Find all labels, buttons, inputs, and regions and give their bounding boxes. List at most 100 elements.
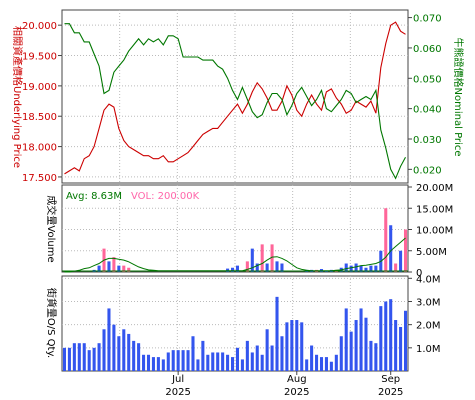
outstanding-bar xyxy=(117,336,121,371)
left-axis-title: 相關資產價格Underlying Price xyxy=(11,26,24,168)
outstanding-bar xyxy=(359,308,363,371)
left-tick-label: 19.500 xyxy=(22,52,57,63)
volume-bar xyxy=(374,265,378,272)
outstanding-bar xyxy=(186,350,190,371)
outstanding-bar xyxy=(344,308,348,371)
outstanding-bar xyxy=(221,352,225,371)
volume-bar xyxy=(250,248,254,272)
volume-bar xyxy=(364,267,368,272)
volume-bar xyxy=(255,263,259,272)
average-volume-line xyxy=(64,237,406,273)
outstanding-bar xyxy=(403,310,408,371)
avg-volume-label: Avg: 8.63M xyxy=(66,191,122,202)
volume-tick-label: 10.00M xyxy=(416,226,453,237)
outstanding-bar xyxy=(305,359,309,371)
volume-bar xyxy=(369,265,373,272)
outstanding-bar xyxy=(379,306,383,371)
volume-bar xyxy=(354,263,358,272)
volume-bar xyxy=(235,265,240,272)
outstanding-bar xyxy=(191,336,195,371)
outstanding-bar xyxy=(364,317,368,371)
outstanding-bar xyxy=(260,354,264,371)
outstanding-bar xyxy=(151,357,155,371)
volume-tick-label: 5.00M xyxy=(416,247,447,258)
outstanding-bar xyxy=(107,308,111,371)
outstanding-bar xyxy=(156,357,160,371)
volume-bar xyxy=(275,261,279,272)
outstanding-bar xyxy=(211,352,215,371)
outstanding-bar xyxy=(206,354,210,371)
volume-bar xyxy=(394,263,398,272)
outstanding-bar xyxy=(166,352,170,371)
outstanding-bar xyxy=(161,359,165,371)
outstanding-bar xyxy=(319,357,324,371)
outstanding-bar xyxy=(275,296,279,371)
outstanding-axis-title: 街貨量O/S Qty. xyxy=(45,288,58,358)
x-year-label: 2025 xyxy=(165,387,190,398)
outstanding-bar xyxy=(82,343,86,371)
outstanding-bar xyxy=(146,354,151,371)
outstanding-bar xyxy=(315,354,319,371)
outstanding-bar xyxy=(329,361,333,371)
x-month-label: Jul xyxy=(171,374,184,385)
volume-bar xyxy=(344,263,348,272)
outstanding-bar xyxy=(290,320,294,371)
volume-bar xyxy=(349,265,353,272)
outstanding-bar xyxy=(226,354,230,371)
left-tick-label: 19.000 xyxy=(22,82,57,93)
volume-bar xyxy=(245,261,249,272)
outstanding-bar xyxy=(201,340,205,371)
volume-tick-label: 20.00M xyxy=(416,183,453,194)
outstanding-bar xyxy=(280,336,284,371)
volume-tick-label: 0 xyxy=(416,268,422,279)
outstanding-bar xyxy=(77,343,81,371)
volume-bar xyxy=(122,265,126,272)
outstanding-bar xyxy=(72,343,76,371)
volume-bar xyxy=(265,263,269,272)
outstanding-bar xyxy=(265,329,269,371)
right-tick-label: 0.050 xyxy=(413,74,442,85)
volume-bar xyxy=(230,267,235,272)
outstanding-bar xyxy=(142,354,146,371)
volume-bar xyxy=(384,208,388,272)
nominal-price-line xyxy=(64,23,406,180)
outstanding-bar xyxy=(369,340,373,371)
outstanding-bar xyxy=(132,340,136,371)
outstanding-bar xyxy=(374,343,378,371)
outstanding-bar xyxy=(285,322,289,371)
outstanding-bar xyxy=(171,350,175,371)
outstanding-bar xyxy=(354,320,358,371)
outstanding-bar xyxy=(87,350,91,371)
outstanding-bar xyxy=(245,340,249,371)
outstanding-bar xyxy=(300,322,304,371)
left-tick-label: 20.000 xyxy=(22,21,57,32)
x-year-label: 2025 xyxy=(284,387,309,398)
outstanding-bar xyxy=(310,345,314,371)
volume-tick-label: 15.00M xyxy=(416,204,453,215)
outstanding-bar xyxy=(384,301,388,371)
outstanding-bar xyxy=(67,347,71,371)
outstanding-tick-label: 4.0M xyxy=(416,274,441,285)
outstanding-bar xyxy=(92,347,96,371)
outstanding-bar xyxy=(216,352,220,371)
outstanding-bar xyxy=(62,347,67,371)
outstanding-bar xyxy=(235,347,240,371)
outstanding-bar xyxy=(137,343,141,371)
outstanding-bar xyxy=(240,359,244,371)
outstanding-bar xyxy=(102,329,106,371)
x-month-label: Aug xyxy=(287,374,307,385)
right-tick-label: 0.070 xyxy=(413,14,442,25)
volume-bar xyxy=(107,261,111,272)
volume-bar xyxy=(97,265,101,272)
outstanding-bar xyxy=(97,343,101,371)
outstanding-bar xyxy=(349,331,353,371)
volume-bar xyxy=(389,225,393,272)
outstanding-bar xyxy=(255,345,259,371)
outstanding-tick-label: 1.0M xyxy=(416,344,441,355)
volume-axis-title: 成交量Volume xyxy=(45,195,58,262)
vol-label: VOL: 200.00K xyxy=(131,191,200,202)
right-tick-label: 0.030 xyxy=(413,135,442,146)
outstanding-bar xyxy=(230,357,235,371)
x-month-label: Sep xyxy=(381,374,400,385)
